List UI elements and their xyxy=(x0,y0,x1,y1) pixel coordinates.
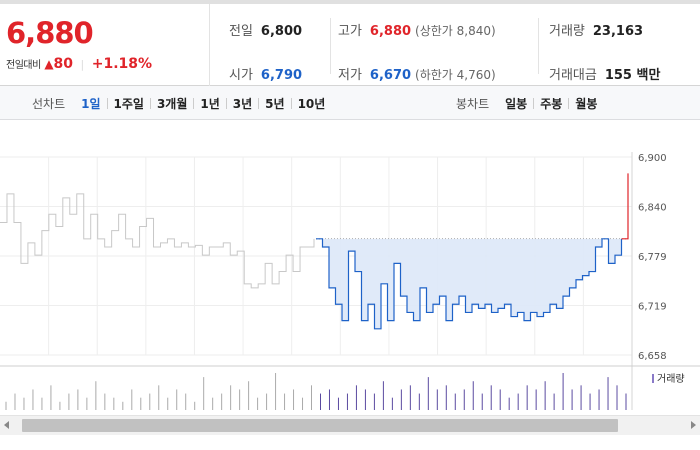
chart-area[interactable]: 6,900 6,840 6,779 6,719 6,658 거래량 xyxy=(0,120,700,450)
change-label: 전일대비 xyxy=(6,60,41,71)
y-tick-label: 6,719 xyxy=(638,302,667,313)
volume-label: 거래량 xyxy=(549,24,585,39)
low-label: 저가 xyxy=(338,68,362,83)
y-tick-label: 6,900 xyxy=(638,153,667,164)
tab-divider xyxy=(533,97,535,109)
y-tick-label: 6,840 xyxy=(638,203,667,214)
stat-prev-close: 전일 6,800 xyxy=(229,20,302,39)
tab-divider xyxy=(149,97,151,109)
divider xyxy=(538,18,539,74)
up-triangle-icon: ▲ xyxy=(44,57,54,71)
tab-3m[interactable]: 3개월 xyxy=(156,96,188,111)
current-price-box: 6,880 전일대비 ▲80 | +1.18% xyxy=(0,4,210,86)
tab-1y[interactable]: 1년 xyxy=(200,96,220,111)
current-price: 6,880 xyxy=(6,16,94,50)
low-value: 6,670 xyxy=(369,68,412,83)
tab-divider xyxy=(106,97,108,109)
period-tab-bar: 선차트 1일 1주일 3개월 1년 3년 5년 10년 봉차트 일봉 주봉 월봉 xyxy=(0,86,700,120)
tab-monthly[interactable]: 월봉 xyxy=(575,96,598,111)
volume-value: 23,163 xyxy=(592,24,644,39)
candle-chart-label: 봉차트 xyxy=(456,96,490,111)
tab-divider xyxy=(193,97,195,109)
change-value: 80 xyxy=(53,56,74,72)
tab-divider xyxy=(290,97,292,109)
tab-10y[interactable]: 10년 xyxy=(297,96,326,111)
high-label: 고가 xyxy=(338,24,362,39)
change-row: 전일대비 ▲80 | +1.18% xyxy=(6,56,152,72)
volume-legend-swatch xyxy=(652,374,654,383)
stat-high: 고가 6,880 (상한가 8,840) xyxy=(338,20,496,39)
chart-scrollbar[interactable] xyxy=(0,415,700,435)
tab-divider xyxy=(568,97,570,109)
scroll-left-icon[interactable] xyxy=(4,421,9,429)
prev-day-line xyxy=(0,193,315,289)
tab-weekly[interactable]: 주봉 xyxy=(540,96,563,111)
candle-chart-tabs: 봉차트 일봉 주봉 월봉 xyxy=(456,86,603,120)
price-summary: 6,880 전일대비 ▲80 | +1.18% 전일 6,800 시가 6,790 … xyxy=(0,0,700,86)
tab-5y[interactable]: 5년 xyxy=(265,96,285,111)
y-tick-label: 6,658 xyxy=(638,351,667,362)
divider xyxy=(330,18,331,74)
stat-low: 저가 6,670 (하한가 4,760) xyxy=(338,64,496,83)
change-percent: +1.18% xyxy=(91,56,153,72)
below-reference-fill xyxy=(316,238,622,329)
open-value: 6,790 xyxy=(260,68,303,83)
line-chart-tabs: 선차트 1일 1주일 3개월 1년 3년 5년 10년 xyxy=(32,86,331,120)
tab-1w[interactable]: 1주일 xyxy=(113,96,144,111)
lower-limit: (하한가 4,760) xyxy=(415,68,496,82)
tab-divider xyxy=(258,97,260,109)
stat-volume: 거래량 23,163 xyxy=(549,20,643,39)
tab-daily[interactable]: 일봉 xyxy=(505,96,528,111)
y-tick-label: 6,779 xyxy=(638,252,667,263)
amount-label: 거래대금 xyxy=(549,68,597,83)
change-divider: | xyxy=(80,58,85,71)
today-up-line xyxy=(621,173,629,240)
tab-3y[interactable]: 3년 xyxy=(232,96,253,111)
high-value: 6,880 xyxy=(369,24,412,39)
scroll-right-icon[interactable] xyxy=(691,421,696,429)
tab-divider xyxy=(225,97,227,109)
amount-value: 155 백만 xyxy=(604,68,661,83)
prev-close-label: 전일 xyxy=(229,24,253,39)
today-price-line xyxy=(316,238,623,330)
open-label: 시가 xyxy=(229,68,253,83)
tab-1d[interactable]: 1일 xyxy=(81,96,101,111)
volume-legend-label: 거래량 xyxy=(657,373,685,385)
intraday-price-chart[interactable]: 6,900 6,840 6,779 6,719 6,658 거래량 xyxy=(0,120,700,415)
prev-close-value: 6,800 xyxy=(260,24,303,39)
stat-amount: 거래대금 155 백만 xyxy=(549,64,660,83)
upper-limit: (상한가 8,840) xyxy=(415,24,496,38)
line-chart-label: 선차트 xyxy=(32,96,66,111)
stat-open: 시가 6,790 xyxy=(229,64,302,83)
scroll-thumb[interactable] xyxy=(22,419,618,432)
